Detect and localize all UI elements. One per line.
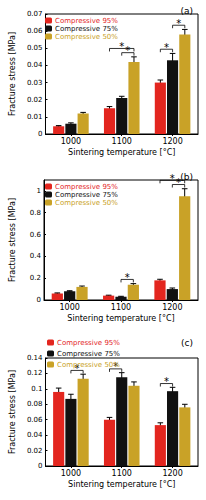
- svg-text:Fracture stress [MPa]: Fracture stress [MPa]: [8, 198, 17, 282]
- svg-text:0.1: 0.1: [31, 385, 42, 393]
- svg-text:1100: 1100: [112, 137, 132, 146]
- svg-text:0.6: 0.6: [30, 231, 42, 239]
- svg-text:Sintering temperature [°C]: Sintering temperature [°C]: [68, 148, 175, 157]
- svg-text:0.8: 0.8: [30, 209, 41, 217]
- svg-text:Sintering temperature [°C]: Sintering temperature [°C]: [67, 314, 174, 323]
- svg-text:0: 0: [38, 462, 42, 470]
- svg-text:0.05: 0.05: [27, 44, 43, 52]
- svg-text:1000: 1000: [61, 137, 81, 146]
- svg-text:1000: 1000: [61, 469, 81, 478]
- svg-text:0.12: 0.12: [27, 369, 43, 377]
- svg-text:0.14: 0.14: [27, 354, 43, 362]
- svg-text:Compressive 75%: Compressive 75%: [55, 25, 118, 33]
- svg-text:Fracture stress [MPa]: Fracture stress [MPa]: [8, 370, 17, 454]
- svg-text:(c): (c): [181, 338, 193, 348]
- svg-text:1100: 1100: [112, 469, 132, 478]
- svg-text:Compressive 95%: Compressive 95%: [55, 183, 118, 191]
- svg-text:1200: 1200: [162, 137, 182, 146]
- svg-text:Compressive 75%: Compressive 75%: [55, 191, 118, 199]
- svg-text:Compressive 95%: Compressive 95%: [57, 339, 120, 347]
- svg-text:0.06: 0.06: [27, 27, 43, 35]
- svg-text:*: *: [119, 41, 124, 52]
- svg-text:1200: 1200: [162, 469, 182, 478]
- svg-text:0.2: 0.2: [30, 274, 41, 282]
- svg-text:0.07: 0.07: [27, 10, 43, 18]
- svg-text:1100: 1100: [111, 303, 131, 312]
- svg-text:*: *: [164, 42, 169, 53]
- svg-text:0.4: 0.4: [30, 252, 42, 260]
- svg-text:0.03: 0.03: [27, 79, 43, 87]
- svg-text:*: *: [176, 18, 181, 29]
- svg-text:(a): (a): [180, 6, 193, 16]
- svg-text:1000: 1000: [59, 303, 79, 312]
- svg-text:0.02: 0.02: [27, 96, 43, 104]
- svg-text:Compressive 50%: Compressive 50%: [55, 199, 118, 207]
- svg-text:Compressive 75%: Compressive 75%: [57, 350, 120, 358]
- svg-text:(b): (b): [180, 172, 193, 182]
- svg-text:0.08: 0.08: [27, 400, 43, 408]
- svg-text:Compressive 95%: Compressive 95%: [55, 17, 118, 25]
- svg-text:Sintering temperature [°C]: Sintering temperature [°C]: [68, 480, 175, 489]
- svg-text:0.06: 0.06: [27, 416, 43, 424]
- svg-text:0.02: 0.02: [27, 447, 43, 455]
- svg-text:0: 0: [37, 296, 41, 304]
- svg-text:*: *: [125, 272, 130, 283]
- svg-text:0.04: 0.04: [27, 61, 43, 69]
- svg-text:*: *: [170, 173, 175, 184]
- svg-text:0.01: 0.01: [27, 113, 43, 121]
- svg-text:1: 1: [37, 187, 41, 195]
- svg-text:Compressive 50%: Compressive 50%: [57, 361, 120, 369]
- svg-text:*: *: [125, 45, 130, 56]
- svg-text:0.04: 0.04: [27, 431, 43, 439]
- svg-text:Compressive 50%: Compressive 50%: [55, 33, 118, 41]
- svg-text:Fracture stress [MPa]: Fracture stress [MPa]: [8, 32, 17, 116]
- svg-text:1200: 1200: [162, 303, 182, 312]
- svg-text:0: 0: [38, 130, 42, 138]
- svg-text:*: *: [164, 376, 169, 387]
